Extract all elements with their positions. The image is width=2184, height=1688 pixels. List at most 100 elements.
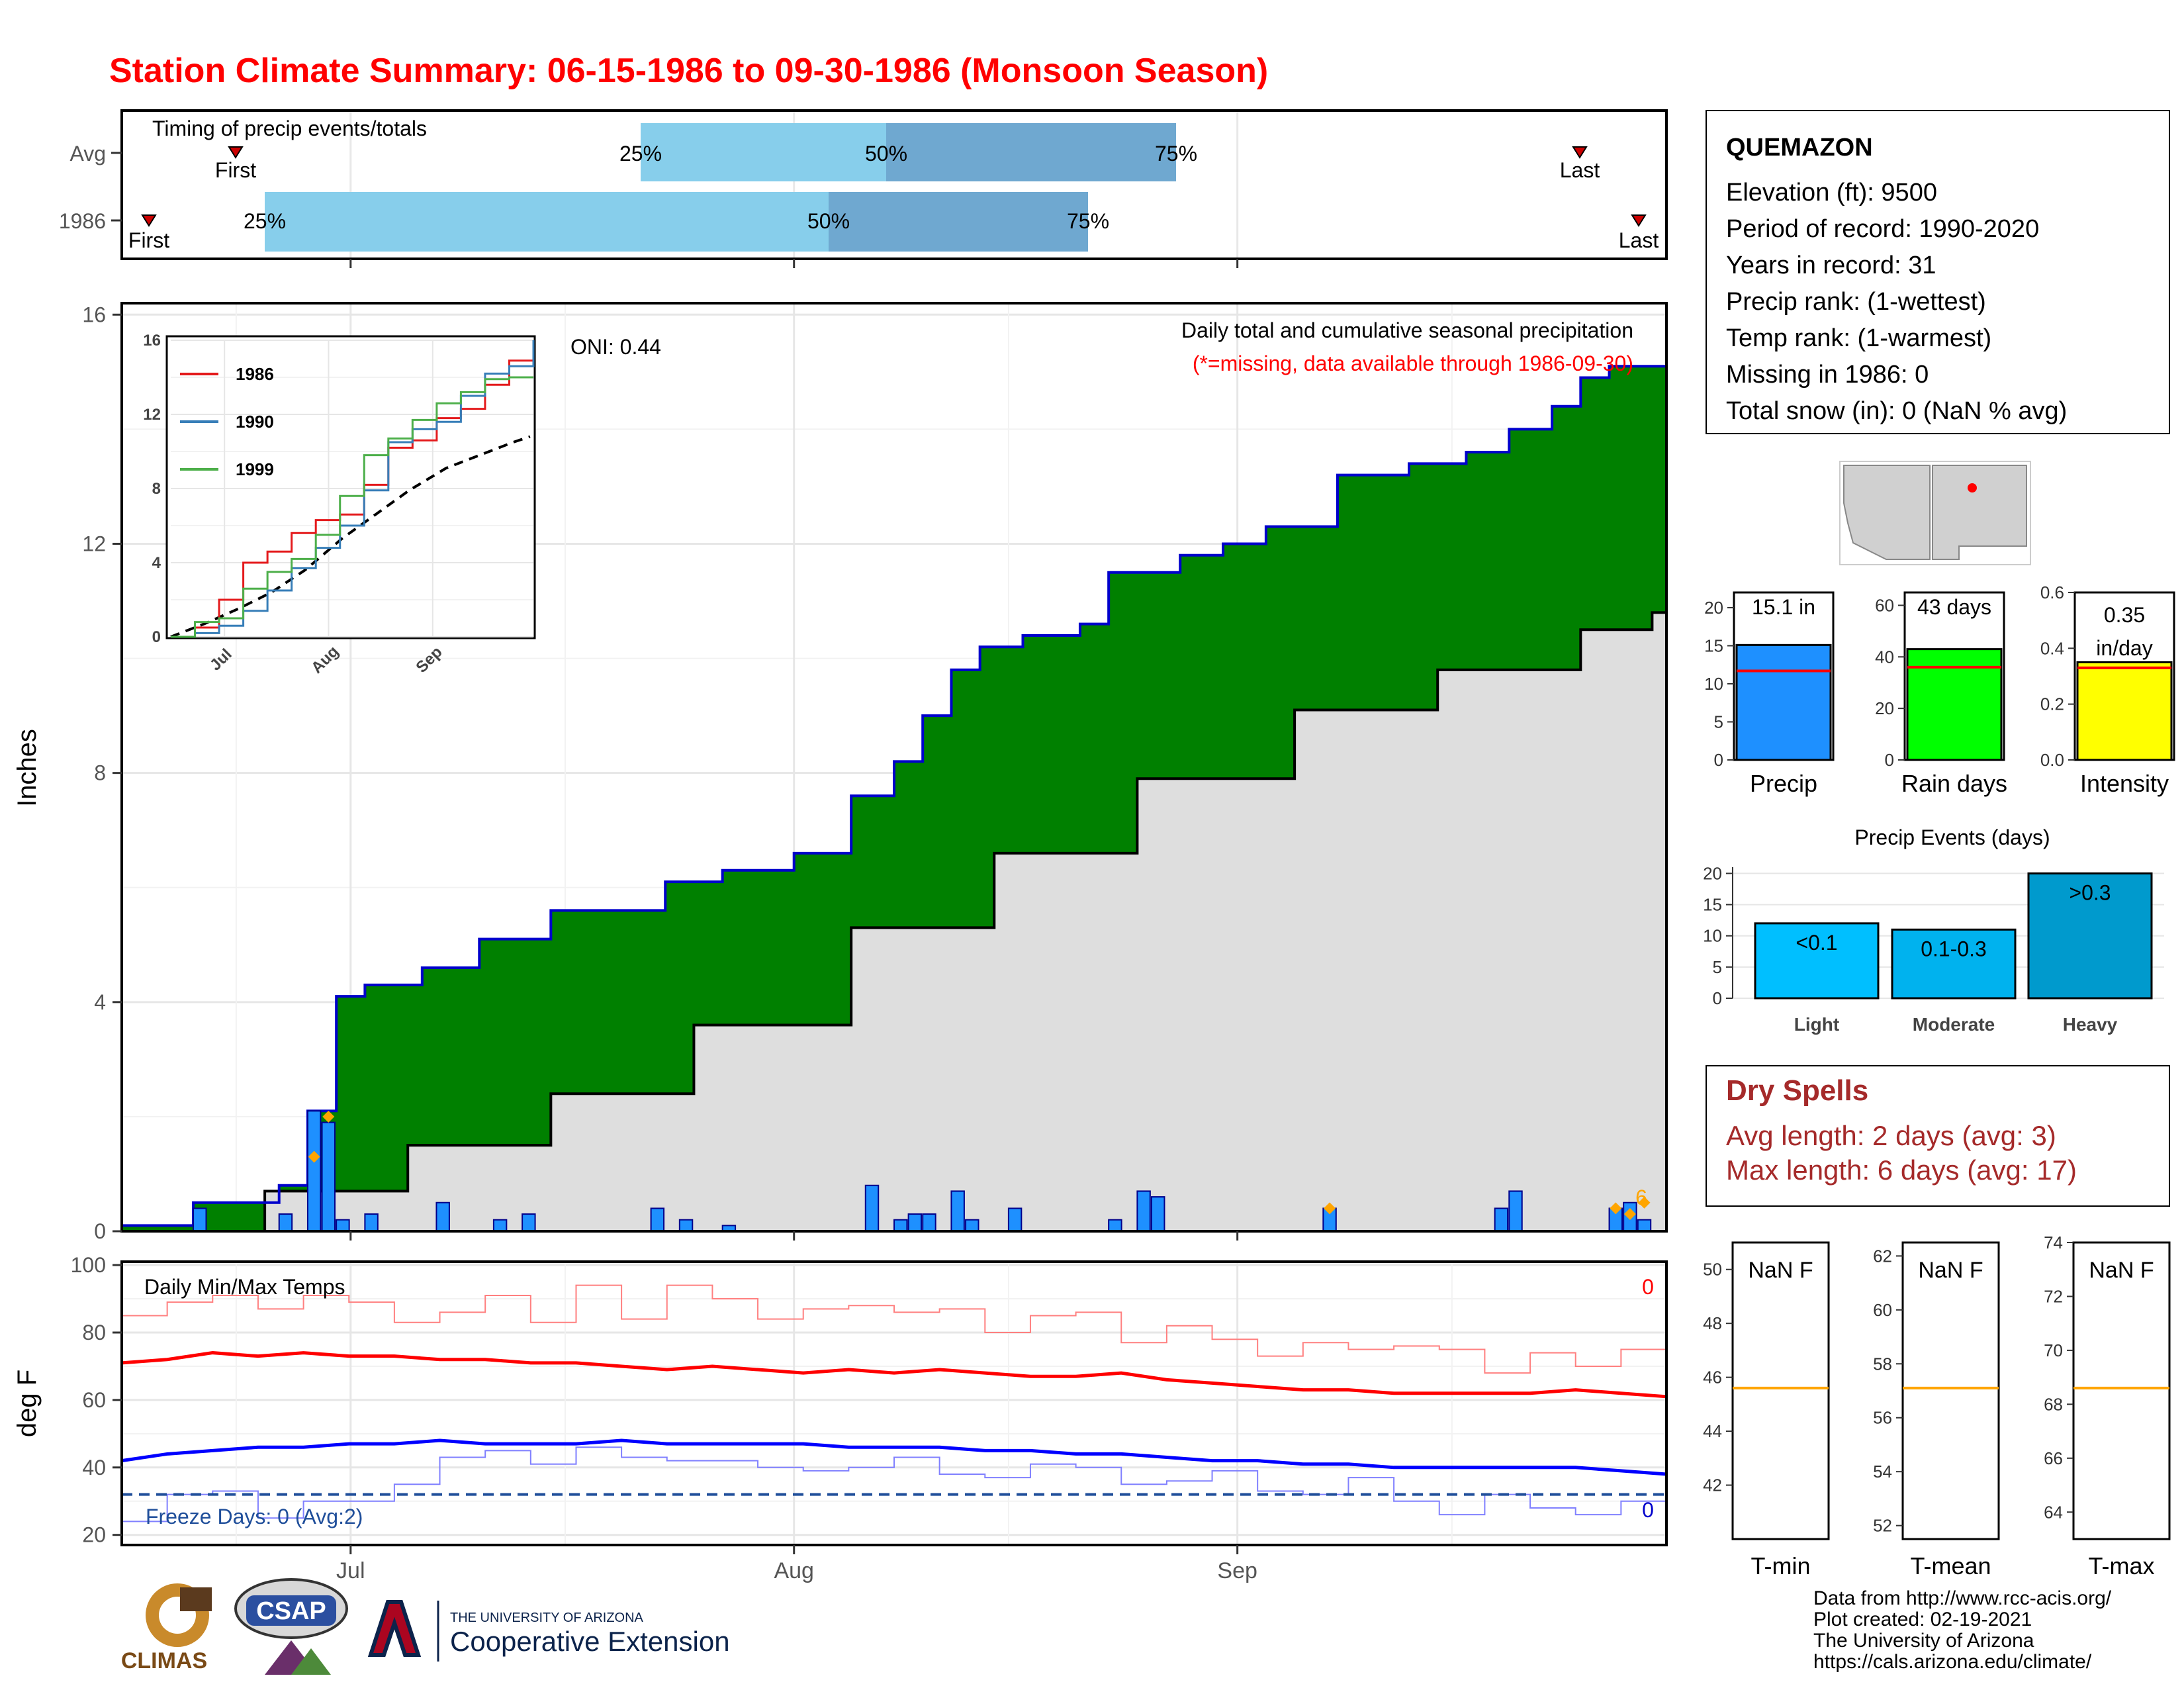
temp-bar-frame <box>1901 1241 2000 1540</box>
daily-precip-bar <box>522 1213 536 1232</box>
location-map <box>1839 461 2031 565</box>
summary-bar-value <box>1906 648 2003 761</box>
csap-logo-text: CSAP <box>256 1597 326 1625</box>
events-ytick-label: 15 <box>1703 895 1722 915</box>
summary-value-label: 0.35 <box>2104 603 2145 627</box>
oni-label: ONI: 0.44 <box>570 335 661 359</box>
precip-annotation-missing: (*=missing, data available through 1986-… <box>1193 352 1633 375</box>
summary-ytick-label: 20 <box>1704 598 1723 618</box>
temp-bar-ytick-label: 46 <box>1703 1368 1722 1387</box>
timing-row-1986-label: 1986 <box>59 209 106 233</box>
footer-credits: Data from http://www.rcc-acis.org/Plot c… <box>1813 1587 2112 1673</box>
normal-precip-line <box>122 611 1666 1233</box>
station-location-dot <box>1968 483 1977 492</box>
temp-bar-frame <box>1731 1241 1830 1540</box>
x-axis: Jul Aug Sep <box>336 1231 1257 1583</box>
heavy-event-marker <box>1610 1202 1622 1215</box>
temp-bar-label: T-mean <box>1910 1552 1991 1579</box>
summary-bar-label: Intensity <box>2080 770 2169 797</box>
daily-precip-bar <box>922 1213 936 1232</box>
summary-bars: 0 5 10 15 20 15.1 in Precip 0 20 40 60 43 days Rain … <box>1704 583 2175 797</box>
daily-precip-bar <box>1136 1190 1151 1233</box>
inset-legend-label: 1986 <box>236 364 274 384</box>
precip-ytick-label: 12 <box>82 532 106 555</box>
summary-ytick-label: 0 <box>1885 750 1894 770</box>
summary-bar-value <box>2076 661 2173 761</box>
events-bar <box>1891 928 2017 1000</box>
daily-precip-bar <box>907 1213 923 1232</box>
precip-ytick-label: 16 <box>82 303 106 326</box>
temp-summary-bars: 42 44 46 48 50 NaN F T-min 52 54 56 58 60 62 NaN F T-m… <box>1703 1233 2171 1579</box>
events-category-label: Light <box>1794 1014 1839 1035</box>
tmin-1986-line <box>122 1446 1667 1523</box>
inset-series-line <box>171 340 535 638</box>
ua-a-icon <box>367 1600 422 1657</box>
summary-ytick-label: 0.0 <box>2040 750 2064 770</box>
station-info-line: Period of record: 1990-2020 <box>1726 215 2039 243</box>
station-info-line: Elevation (ft): 9500 <box>1726 179 1937 207</box>
events-category-label: Moderate <box>1913 1014 1995 1035</box>
avg-last-label: Last <box>1560 158 1600 182</box>
daily-precip-bar <box>864 1184 880 1232</box>
heavy-event-marker <box>1638 1196 1651 1209</box>
inset-ytick-label: 16 <box>143 332 161 350</box>
temp-bar-ytick-label: 52 <box>1873 1516 1892 1536</box>
inset-normal-line <box>170 435 531 638</box>
tmax-avg-line <box>121 1351 1667 1399</box>
timing-panel: Timing of precip events/totals Avg 1986 … <box>59 109 1668 268</box>
daily-precip-bar <box>306 1110 322 1233</box>
daily-precip-bar <box>1151 1196 1165 1233</box>
summary-ytick-label: 60 <box>1875 595 1894 615</box>
station-info-line: Total snow (in): 0 (NaN % avg) <box>1726 397 2067 425</box>
precip-ylabel: Inches <box>13 729 42 807</box>
ua-logo: THE UNIVERSITY OF ARIZONA Cooperative Ex… <box>363 1600 730 1662</box>
y1986-last-marker <box>1631 214 1647 227</box>
heavy-event-marker <box>308 1150 320 1163</box>
y1986-q25-q50-bar <box>265 192 829 252</box>
temp-bar-label: T-min <box>1751 1552 1811 1579</box>
ua-logo-big-text: Cooperative Extension <box>450 1626 730 1657</box>
xtick-label: Aug <box>774 1558 814 1583</box>
temp-bar-label: T-max <box>2088 1552 2154 1579</box>
daily-precip-bar <box>650 1207 665 1232</box>
events-ytick-label: 5 <box>1713 957 1722 977</box>
temp-bar-ytick-label: 74 <box>2044 1233 2063 1252</box>
temp-bar-ytick-label: 44 <box>1703 1421 1722 1441</box>
precip-count-label: 6 <box>1635 1186 1647 1209</box>
station-name: QUEMAZON <box>1726 134 1873 162</box>
temp-bar-value-label: NaN F <box>1918 1258 1983 1283</box>
precip-ytick-label: 0 <box>94 1219 106 1243</box>
xtick-label: Jul <box>336 1558 365 1583</box>
inset-series-line <box>171 376 533 638</box>
temp-bar-frame <box>2072 1241 2171 1540</box>
dry-spells-box: Dry Spells Avg length: 2 days (avg: 3) M… <box>1706 1065 2170 1207</box>
inset-ytick-label: 12 <box>143 406 161 424</box>
tmax-1986-line <box>122 1284 1667 1374</box>
inset-legend-label: 1999 <box>236 459 274 479</box>
inset-ytick-label: 8 <box>152 480 161 498</box>
station-info-line: Years in record: 31 <box>1726 252 1936 279</box>
avg-last-marker <box>1572 146 1588 159</box>
cumulative-precip-line <box>122 365 1666 1227</box>
temp-ytick-label: 60 <box>82 1388 106 1412</box>
xtick-label: Sep <box>1217 1558 1257 1583</box>
summary-value-label: 15.1 in <box>1752 595 1815 619</box>
dry-spells-max: Max length: 6 days (avg: 17) <box>1726 1154 2077 1186</box>
daily-precip-bar <box>193 1207 207 1232</box>
temp-bar-ytick-label: 66 <box>2044 1448 2063 1468</box>
events-title: Precip Events (days) <box>1854 825 2050 849</box>
daily-precip-bar <box>492 1219 508 1233</box>
footer-line: Data from http://www.rcc-acis.org/ <box>1813 1587 2112 1609</box>
temp-bar-ytick-label: 62 <box>1873 1246 1892 1266</box>
temp-bar-ytick-label: 50 <box>1703 1260 1722 1280</box>
daily-precip-bar <box>678 1219 694 1233</box>
temp-bar-ytick-label: 64 <box>2044 1502 2063 1522</box>
avg-q25-label: 25% <box>619 142 662 165</box>
tmin-avg-line <box>121 1438 1667 1476</box>
events-bar-label: <0.1 <box>1796 931 1837 955</box>
events-bar <box>1754 922 1880 1000</box>
footer-line: https://cals.arizona.edu/climate/ <box>1813 1651 2092 1673</box>
events-category-label: Heavy <box>2063 1014 2118 1035</box>
climas-logo-text: CLIMAS <box>121 1648 207 1673</box>
timing-row-avg-label: Avg <box>69 142 106 165</box>
